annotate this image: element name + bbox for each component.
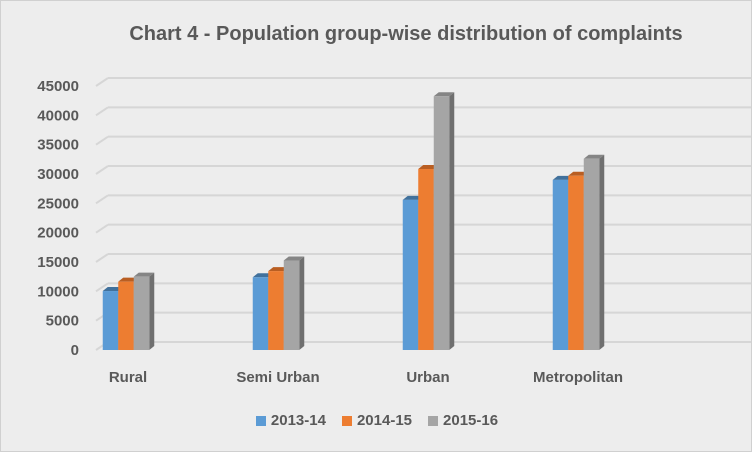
y-tick-label: 15000 xyxy=(37,254,79,271)
y-tick-label: 35000 xyxy=(37,137,79,154)
bar-2014-15-metropolitan xyxy=(568,175,584,350)
bar-2014-15-rural xyxy=(118,281,134,350)
bar-top xyxy=(583,154,605,159)
bar-2015-16-rural xyxy=(133,276,150,350)
x-category-label: Urban xyxy=(406,369,449,386)
bar-side xyxy=(149,272,155,350)
bar-top xyxy=(268,267,289,272)
bar-2015-16-metropolitan xyxy=(583,158,600,350)
bar-top xyxy=(568,171,589,176)
y-tick-label: 10000 xyxy=(37,283,79,300)
legend-swatch xyxy=(255,415,266,426)
chart-title: Chart 4 - Population group-wise distribu… xyxy=(129,23,683,45)
gridline-depth xyxy=(95,165,109,175)
bar-2013-14-rural xyxy=(102,291,119,350)
legend-label: 2014-15 xyxy=(356,412,413,429)
gridline-depth xyxy=(95,223,109,234)
legend-item: 2013-14 xyxy=(255,412,326,429)
gridline-depth xyxy=(95,77,109,87)
y-tick-label: 20000 xyxy=(37,225,79,242)
y-tick-label: 25000 xyxy=(37,195,79,212)
bar-2015-16-semi-urban xyxy=(283,260,300,350)
x-category-label: Rural xyxy=(109,369,147,386)
bar-top xyxy=(283,256,305,261)
bar-top xyxy=(402,195,424,200)
bar-side xyxy=(599,154,605,350)
gridline-depth xyxy=(95,282,109,293)
gridline-depth xyxy=(95,194,109,205)
x-category-label: Semi Urban xyxy=(236,369,319,386)
legend-swatch xyxy=(428,415,439,426)
bar-top xyxy=(252,273,274,278)
legend-item: 2014-15 xyxy=(341,412,413,429)
bar-top xyxy=(418,165,439,170)
bar-top xyxy=(133,272,155,277)
bar-top xyxy=(118,277,139,282)
gridline-depth xyxy=(95,106,109,117)
bar-2013-14-metropolitan xyxy=(552,179,569,350)
bar-2013-14-urban xyxy=(402,199,419,350)
bar-2013-14-semi-urban xyxy=(252,277,269,350)
bar-side xyxy=(299,256,305,350)
y-tick-label: 40000 xyxy=(37,107,79,124)
y-tick-label: 30000 xyxy=(37,166,79,183)
gridline-depth xyxy=(95,253,109,263)
legend-label: 2015-16 xyxy=(443,412,499,429)
gridline-depth xyxy=(95,135,109,146)
y-tick-label: 5000 xyxy=(46,313,79,330)
bar-2015-16-urban xyxy=(433,96,450,351)
bar-top xyxy=(433,92,455,97)
legend-label: 2013-14 xyxy=(270,412,326,429)
legend-swatch xyxy=(341,415,352,426)
x-category-label: Metropolitan xyxy=(533,369,623,386)
bar-2014-15-urban xyxy=(418,169,434,350)
bar-top xyxy=(552,175,574,180)
bar-2014-15-semi-urban xyxy=(268,271,284,350)
bar-top xyxy=(102,287,124,292)
bar-side xyxy=(449,92,455,351)
legend-item: 2015-16 xyxy=(428,412,498,429)
y-tick-label: 45000 xyxy=(37,78,79,95)
y-tick-label: 0 xyxy=(71,342,79,359)
legend: 2013-14 2014-15 2015-16 xyxy=(1,412,751,429)
